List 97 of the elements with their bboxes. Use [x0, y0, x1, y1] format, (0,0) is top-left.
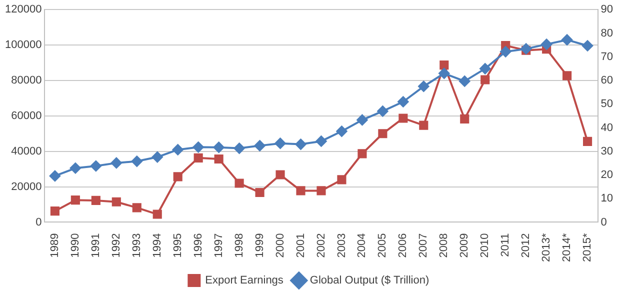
x-tick-label: 2002 [315, 233, 328, 258]
point [356, 114, 368, 126]
point [459, 76, 470, 87]
point [173, 172, 182, 182]
y-tick-label: 40000 [11, 145, 42, 158]
x-tick-label: 1995 [172, 233, 184, 258]
point [480, 63, 491, 74]
point [132, 203, 142, 212]
point [70, 196, 80, 205]
point [131, 156, 142, 167]
point [194, 153, 203, 162]
point [70, 162, 81, 174]
y-tick-label: 100000 [4, 39, 42, 52]
point [234, 142, 245, 154]
point [172, 144, 184, 156]
point [460, 114, 470, 124]
x-tick-label: 2009 [458, 233, 471, 258]
x-tick-label: 2015* [582, 232, 594, 262]
y-tick-label: 120000 [4, 4, 42, 16]
y2-tick-label: 60 [600, 74, 614, 87]
point [152, 152, 163, 163]
x-tick-label: 1998 [233, 233, 246, 258]
point [274, 138, 286, 149]
y2-tick-label: 50 [600, 98, 614, 110]
point [296, 186, 306, 196]
x-tick-label: 2006 [397, 233, 410, 258]
x-tick-label: 2012 [520, 233, 532, 258]
point [213, 142, 224, 153]
point [276, 170, 285, 180]
x-tick-label: 2007 [418, 233, 430, 258]
point [50, 206, 60, 216]
point [541, 38, 552, 50]
x-tick-label: 1990 [69, 233, 82, 258]
point [254, 140, 266, 152]
point [316, 186, 326, 196]
x-tick-label: 1992 [110, 233, 122, 258]
point [440, 60, 449, 70]
point [438, 68, 450, 79]
point [49, 170, 60, 182]
y-tick-label: 60000 [11, 110, 42, 122]
point [358, 149, 367, 158]
x-tick-label: 2014* [561, 232, 574, 262]
y2-tick-label: 80 [600, 27, 614, 40]
point [316, 136, 327, 147]
x-tick-label: 1993 [130, 233, 143, 258]
x-tick-label: 2000 [274, 233, 286, 258]
x-tick-label: 2003 [336, 233, 348, 258]
y-tick-label: 0 [36, 216, 42, 228]
y-tick-label: 20000 [11, 180, 42, 193]
point [562, 71, 572, 80]
point [234, 178, 244, 188]
point [377, 106, 388, 117]
y2-tick-label: 0 [600, 216, 607, 228]
x-tick-label: 1994 [151, 233, 164, 258]
y2-tick-label: 40 [600, 122, 614, 134]
point [500, 46, 512, 58]
point [214, 154, 224, 164]
y2-tick-label: 70 [600, 50, 614, 63]
x-tick-label: 2013* [540, 232, 553, 262]
point [419, 120, 428, 130]
x-tick-label: 1989 [48, 233, 61, 258]
point [295, 138, 306, 150]
point [398, 96, 409, 108]
point [378, 129, 388, 138]
point [112, 197, 121, 206]
y2-tick-label: 20 [600, 169, 614, 182]
point [520, 43, 532, 54]
x-tick-label: 2011 [500, 233, 512, 257]
x-tick-label: 2008 [438, 233, 450, 258]
point [418, 80, 430, 92]
point [398, 114, 408, 123]
x-tick-label: 2001 [294, 233, 307, 258]
point [152, 210, 162, 219]
y2-tick-label: 10 [600, 192, 614, 205]
point [336, 126, 348, 137]
x-tick-label: 1996 [192, 233, 204, 258]
point [90, 160, 102, 172]
legend-label: Export Earnings [205, 274, 284, 287]
legend-label: Global Output ($ Trillion) [310, 274, 430, 287]
x-tick-label: 2010 [479, 233, 492, 258]
y-tick-label: 80000 [11, 74, 42, 87]
point [255, 188, 264, 198]
point [337, 175, 346, 184]
point [582, 40, 594, 52]
x-tick-label: 1997 [212, 233, 225, 258]
point [480, 75, 490, 84]
x-tick-label: 1999 [254, 233, 266, 258]
point [110, 157, 122, 168]
point [562, 34, 573, 46]
y2-tick-label: 90 [600, 4, 614, 16]
point [192, 142, 204, 153]
y2-tick-label: 30 [600, 145, 614, 158]
x-tick-label: 1991 [90, 233, 102, 258]
point [91, 196, 100, 205]
point [582, 136, 592, 146]
x-tick-label: 2005 [376, 233, 389, 258]
x-tick-label: 2004 [356, 233, 368, 258]
